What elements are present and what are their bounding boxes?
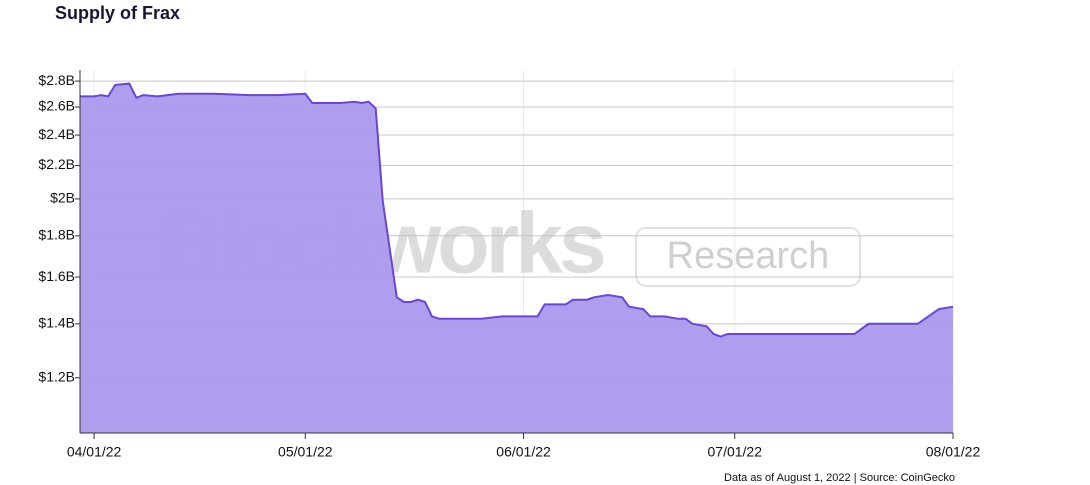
x-tick-label: 04/01/22	[67, 444, 122, 460]
y-tick-label: $2B	[50, 190, 75, 206]
y-tick-label: $1.4B	[38, 315, 75, 331]
y-tick-label: $1.8B	[38, 227, 75, 243]
y-tick-label: $2.6B	[38, 98, 75, 114]
y-tick-label: $2.2B	[38, 156, 75, 172]
y-tick-label: $2.4B	[38, 126, 75, 142]
y-tick-label: $2.8B	[38, 72, 75, 88]
watermark-box	[635, 227, 861, 287]
x-tick-label: 07/01/22	[708, 444, 763, 460]
x-tick-label: 08/01/22	[926, 444, 981, 460]
x-tick-label: 06/01/22	[496, 444, 551, 460]
y-tick-label: $1.2B	[38, 369, 75, 385]
chart-title: Supply of Frax	[55, 3, 180, 23]
source-note: Data as of August 1, 2022 | Source: Coin…	[724, 472, 955, 484]
watermark: Research	[667, 235, 830, 277]
line	[80, 82, 954, 338]
x-tick-label: 05/01/22	[278, 444, 333, 460]
y-tick-label: $1.6B	[38, 268, 75, 284]
area	[80, 83, 953, 433]
